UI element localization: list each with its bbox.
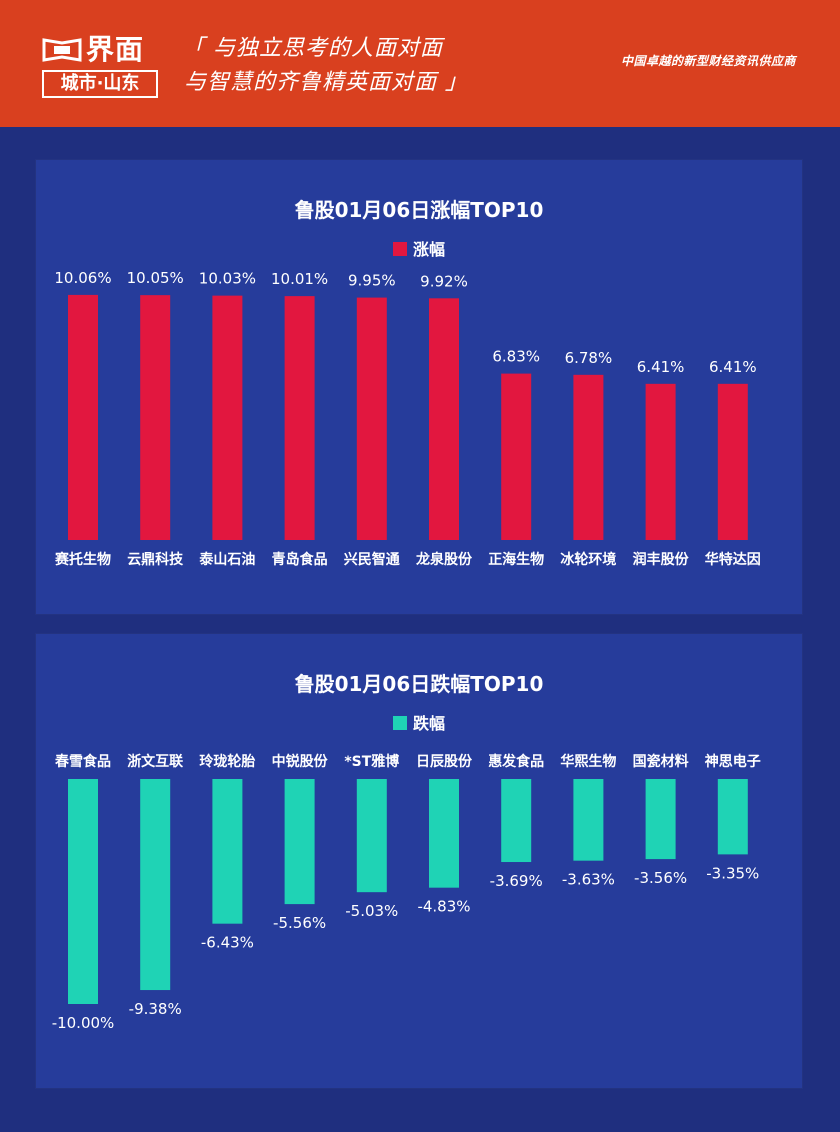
gainers-bar <box>284 296 315 540</box>
gainers-bar <box>356 297 387 540</box>
losers-bar <box>356 779 387 893</box>
gainers-category-label: 冰轮环境 <box>560 551 616 568</box>
header-banner: 界面 城市·山东 「 与独立思考的人面对面 与智慧的齐鲁精英面对面 」 中国卓越… <box>0 0 840 127</box>
gainers-data-label: 10.03% <box>199 270 256 288</box>
gainers-category-label: 泰山石油 <box>198 551 255 568</box>
losers-panel: 鲁股01月06日跌幅TOP10 跌幅 -10.00% 春雪食品 -9.38% 浙文互联… <box>36 634 802 1088</box>
losers-bar <box>68 779 98 1004</box>
losers-bar <box>212 779 243 924</box>
logo-subtitle: 城市·山东 <box>42 70 158 98</box>
losers-data-label: -10.00% <box>52 1014 115 1032</box>
gainers-category-label: 华特达因 <box>705 551 761 568</box>
losers-bar-chart: -10.00% 春雪食品 -9.38% 浙文互联 -6.43% 玲珑轮胎 -5.56% 中锐股… <box>52 753 761 1032</box>
losers-legend-swatch <box>392 716 407 730</box>
losers-category-label: *ST雅博 <box>344 753 399 770</box>
gainers-bar <box>717 383 748 540</box>
gainers-bar <box>140 295 171 540</box>
gainers-bar <box>212 295 243 540</box>
logo-word: 界面 <box>86 33 145 66</box>
gainers-data-label: 10.01% <box>271 270 328 288</box>
gainers-data-label: 9.95% <box>348 272 396 290</box>
losers-data-label: -3.69% <box>490 872 543 890</box>
gainers-category-label: 青岛食品 <box>272 551 328 568</box>
losers-bar <box>140 779 171 991</box>
losers-category-label: 神思电子 <box>705 753 761 770</box>
losers-category-label: 华熙生物 <box>560 753 616 770</box>
losers-data-label: -3.35% <box>706 864 759 882</box>
losers-chart-title: 鲁股01月06日跌幅TOP10 <box>294 672 544 696</box>
gainers-data-label: 9.92% <box>420 272 468 290</box>
slogan-line-1: 「 与独立思考的人面对面 <box>182 36 443 61</box>
losers-category-label: 春雪食品 <box>54 753 111 770</box>
losers-data-label: -4.83% <box>417 898 470 916</box>
logo-mark-icon <box>42 38 82 62</box>
gainers-panel: 鲁股01月06日涨幅TOP10 涨幅 10.06% 赛托生物 10.05% 云鼎科技 1… <box>36 160 802 614</box>
gainers-bar <box>501 373 532 540</box>
losers-bar <box>501 779 532 863</box>
tagline: 中国卓越的新型财经资讯供应商 <box>620 54 796 68</box>
gainers-data-label: 6.78% <box>565 349 613 367</box>
losers-category-label: 玲珑轮胎 <box>199 753 255 770</box>
gainers-bar <box>68 294 98 540</box>
brand-logo: 界面 城市·山东 <box>42 34 160 100</box>
gainers-bar-chart: 10.06% 赛托生物 10.05% 云鼎科技 10.03% 泰山石油 10.01% 青岛食品… <box>54 269 761 568</box>
losers-data-label: -6.43% <box>201 934 254 952</box>
losers-legend: 跌幅 <box>36 710 802 734</box>
gainers-category-label: 龙泉股份 <box>415 551 473 568</box>
gainers-data-label: 6.83% <box>492 348 540 366</box>
gainers-data-label: 6.41% <box>709 358 757 376</box>
losers-category-label: 中锐股份 <box>272 753 329 770</box>
gainers-legend-swatch <box>392 242 407 256</box>
gainers-category-label: 赛托生物 <box>54 551 111 568</box>
losers-data-label: -3.63% <box>562 871 615 889</box>
losers-bar <box>717 779 748 855</box>
losers-data-label: -5.56% <box>273 914 326 932</box>
gainers-legend: 涨幅 <box>36 236 802 260</box>
gainers-bar <box>573 374 604 540</box>
losers-legend-label: 跌幅 <box>412 714 445 733</box>
gainers-data-label: 10.05% <box>127 269 184 287</box>
gainers-category-label: 润丰股份 <box>633 551 690 568</box>
gainers-data-label: 10.06% <box>54 269 111 287</box>
gainers-bar <box>645 383 676 540</box>
losers-data-label: -9.38% <box>129 1000 182 1018</box>
losers-category-label: 日辰股份 <box>416 753 473 770</box>
losers-data-label: -3.56% <box>634 869 687 887</box>
losers-bar <box>645 779 676 860</box>
gainers-chart-title: 鲁股01月06日涨幅TOP10 <box>294 198 544 222</box>
gainers-bar <box>429 298 459 540</box>
losers-category-label: 国瓷材料 <box>633 753 689 770</box>
gainers-data-label: 6.41% <box>637 358 685 376</box>
gainers-legend-label: 涨幅 <box>412 240 445 259</box>
gainers-category-label: 正海生物 <box>488 551 544 568</box>
slogan: 「 与独立思考的人面对面 与智慧的齐鲁精英面对面 」 <box>182 32 468 100</box>
gainers-category-label: 云鼎科技 <box>127 551 184 568</box>
losers-data-label: -5.03% <box>345 902 398 920</box>
losers-bar <box>429 779 459 888</box>
losers-bar <box>284 779 315 905</box>
slogan-line-2: 与智慧的齐鲁精英面对面 」 <box>184 70 468 95</box>
losers-bar <box>573 779 604 861</box>
gainers-category-label: 兴民智通 <box>344 551 400 568</box>
losers-category-label: 浙文互联 <box>127 753 184 770</box>
losers-category-label: 惠发食品 <box>488 753 544 770</box>
